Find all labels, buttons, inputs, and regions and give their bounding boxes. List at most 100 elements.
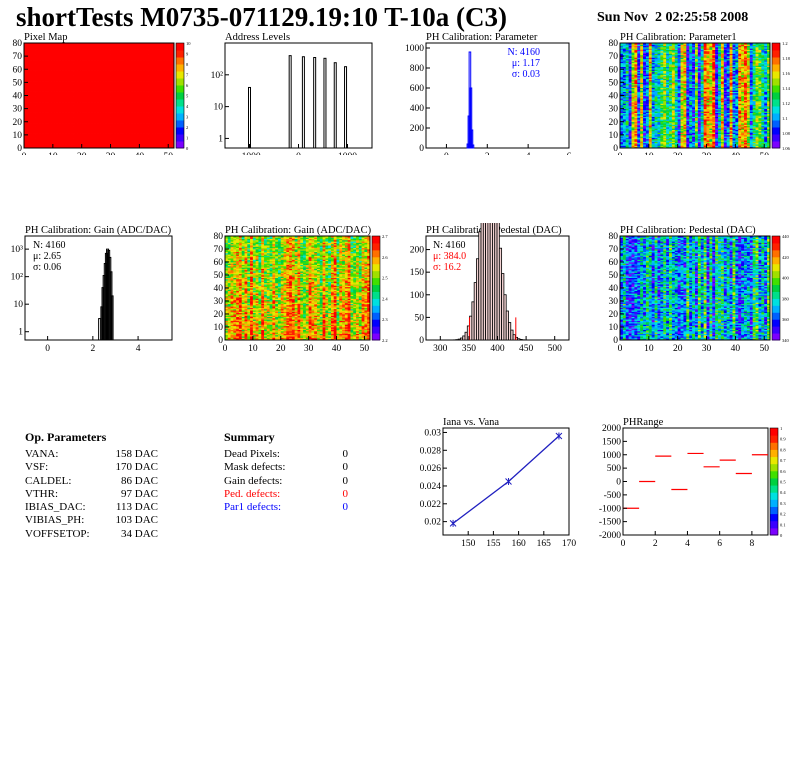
heatmap-cell bbox=[124, 88, 129, 91]
heatmap-cell bbox=[99, 121, 103, 124]
heatmap-cell bbox=[26, 66, 31, 69]
heatmap-cell bbox=[637, 106, 641, 108]
heatmap-cell bbox=[148, 112, 152, 115]
heatmap-cell bbox=[58, 116, 62, 119]
heatmap-cell bbox=[35, 113, 39, 116]
heatmap-cell bbox=[110, 54, 114, 57]
heatmap-cell bbox=[96, 111, 100, 113]
heatmap-cell bbox=[81, 127, 85, 129]
heatmap-cell bbox=[70, 130, 74, 133]
heatmap-cell bbox=[104, 116, 109, 119]
heatmap-cell bbox=[55, 79, 60, 82]
heatmap-cell bbox=[643, 57, 647, 60]
heatmap-cell bbox=[628, 111, 632, 113]
heatmap-cell bbox=[643, 48, 647, 50]
heatmap-cell bbox=[130, 87, 135, 90]
heatmap-cell bbox=[35, 128, 39, 131]
heatmap-cell bbox=[55, 86, 60, 89]
heatmap-cell bbox=[165, 56, 169, 58]
heatmap-cell bbox=[145, 107, 149, 110]
heatmap-cell bbox=[35, 130, 39, 133]
heatmap-cell bbox=[96, 73, 100, 75]
heatmap-cell bbox=[640, 49, 644, 52]
heatmap-cell bbox=[119, 88, 123, 91]
heatmap-cell bbox=[620, 62, 624, 65]
heatmap-cell bbox=[122, 75, 126, 78]
heatmap-cell bbox=[38, 140, 42, 142]
heatmap-cell bbox=[640, 64, 644, 66]
heatmap-cell bbox=[622, 65, 627, 68]
heatmap-cell bbox=[127, 83, 132, 86]
heatmap-cell bbox=[168, 98, 172, 100]
heatmap-cell bbox=[73, 111, 77, 113]
heatmap-cell bbox=[81, 90, 85, 92]
color-scale-segment bbox=[176, 78, 184, 86]
heatmap-cell bbox=[49, 69, 54, 71]
heatmap-cell bbox=[162, 113, 166, 116]
heatmap-cell bbox=[145, 115, 149, 117]
heatmap-cell bbox=[64, 142, 68, 145]
heatmap-cell bbox=[99, 81, 103, 83]
heatmap-cell bbox=[35, 86, 39, 89]
heatmap-cell bbox=[130, 94, 135, 96]
heatmap-cell bbox=[136, 132, 140, 134]
heatmap-cell bbox=[127, 142, 132, 145]
heatmap-cell bbox=[101, 128, 106, 131]
heatmap-cell bbox=[637, 102, 641, 104]
heatmap-cell bbox=[165, 96, 169, 99]
heatmap-cell bbox=[156, 82, 160, 85]
heatmap-cell bbox=[165, 116, 169, 119]
heatmap-cell bbox=[81, 86, 85, 89]
heatmap-cell bbox=[156, 43, 160, 45]
heatmap-cell bbox=[620, 113, 624, 116]
heatmap-cell bbox=[104, 107, 109, 110]
heatmap-cell bbox=[634, 90, 638, 92]
heatmap-cell bbox=[61, 111, 65, 113]
heatmap-cell bbox=[70, 141, 74, 144]
heatmap-cell bbox=[142, 57, 146, 60]
heatmap-cell bbox=[634, 141, 638, 144]
heatmap-cell bbox=[136, 64, 140, 66]
heatmap-cell bbox=[156, 70, 160, 73]
heatmap-cell bbox=[75, 69, 80, 71]
heatmap-cell bbox=[168, 95, 172, 98]
heatmap-cell bbox=[26, 127, 31, 129]
heatmap-cell bbox=[113, 113, 117, 116]
heatmap-cell bbox=[156, 56, 160, 58]
heatmap-cell bbox=[73, 130, 77, 133]
heatmap-cell bbox=[643, 87, 647, 90]
heatmap-cell bbox=[142, 65, 146, 68]
heatmap-cell bbox=[41, 132, 45, 134]
heatmap-cell bbox=[32, 124, 36, 127]
heatmap-cell bbox=[96, 83, 100, 86]
heatmap-cell bbox=[61, 67, 65, 70]
heatmap-cell bbox=[49, 120, 54, 123]
heatmap-cell bbox=[637, 142, 641, 145]
heatmap-cell bbox=[136, 141, 140, 144]
heatmap-cell bbox=[142, 117, 146, 120]
x-tick-label: -1000 bbox=[238, 152, 260, 155]
heatmap-cell bbox=[32, 145, 36, 148]
heatmap-cell bbox=[127, 78, 132, 81]
heatmap-cell bbox=[29, 125, 34, 128]
heatmap-cell bbox=[171, 48, 175, 50]
heatmap-cell bbox=[643, 56, 647, 58]
heatmap-cell bbox=[29, 127, 34, 129]
heatmap-cell bbox=[133, 127, 137, 129]
heatmap-cell bbox=[631, 61, 635, 64]
heatmap-cell bbox=[75, 144, 80, 146]
heatmap-cell bbox=[32, 83, 36, 86]
heatmap-cell bbox=[150, 121, 155, 124]
heatmap-cell bbox=[159, 44, 163, 47]
heatmap-cell bbox=[168, 69, 172, 71]
heatmap-cell bbox=[130, 124, 135, 127]
heatmap-cell bbox=[78, 112, 83, 115]
heatmap-cell bbox=[622, 66, 627, 69]
heatmap-cell bbox=[107, 116, 111, 119]
heatmap-cell bbox=[643, 77, 647, 79]
heatmap-cell bbox=[116, 44, 120, 47]
heatmap-cell bbox=[634, 108, 638, 111]
heatmap-cell bbox=[153, 142, 158, 145]
heatmap-cell bbox=[634, 100, 638, 103]
heatmap-cell bbox=[162, 133, 166, 136]
